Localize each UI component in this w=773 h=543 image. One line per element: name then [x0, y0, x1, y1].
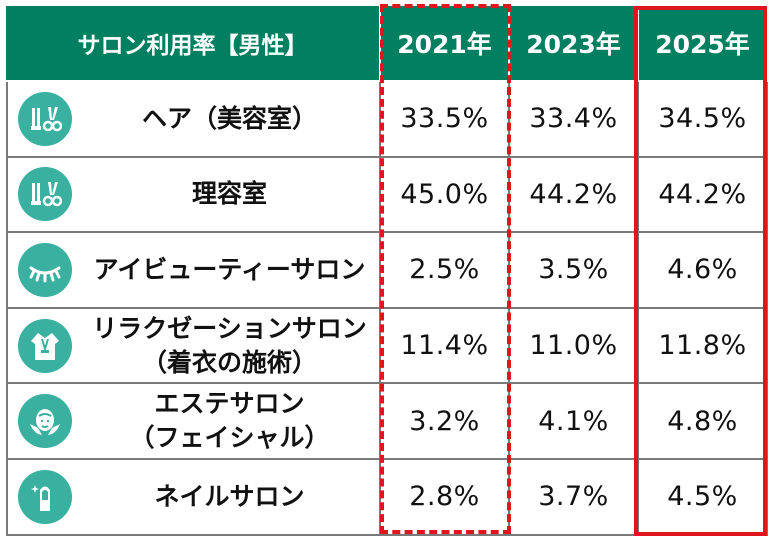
category-cell: エステサロン （フェイシャル）	[6, 384, 381, 460]
category-cell: リラクゼーションサロン （着衣の施術）	[6, 308, 381, 385]
category-label-line: リラクゼーションサロン	[92, 313, 367, 343]
rate-value: 44.2%	[658, 178, 747, 210]
category-label: ネイルサロン	[80, 480, 379, 514]
header-row: サロン利用率【男性】 2021年 2023年 2025年	[6, 6, 768, 82]
rate-value: 3.7%	[538, 481, 609, 513]
category-label-line: 理容室	[191, 179, 267, 209]
rate-value: 33.5%	[400, 103, 489, 135]
category-label: エステサロン （フェイシャル）	[80, 387, 379, 455]
rate-value: 4.1%	[538, 405, 609, 437]
category-cell: 理容室	[6, 157, 381, 234]
value-cell-2021年: 11.4%	[381, 308, 510, 385]
table-row: アイビューティーサロン 2.5% 3.5% 4.6%	[6, 233, 768, 309]
value-cell-2025年: 4.5%	[639, 460, 768, 536]
table-row: エステサロン （フェイシャル） 3.2% 4.1% 4.8%	[6, 384, 768, 460]
barber-scissors-icon	[18, 167, 72, 222]
table-row: 理容室 45.0% 44.2% 44.2%	[6, 157, 768, 234]
value-cell-2023年: 3.7%	[510, 460, 639, 536]
year-header-2025: 2025年	[639, 6, 768, 82]
eyelash-icon	[18, 242, 72, 297]
usage-rate-table: サロン利用率【男性】 2021年 2023年 2025年 ヘア（美容室） 33.5…	[6, 6, 768, 536]
value-cell-2021年: 3.2%	[381, 384, 510, 460]
value-cell-2023年: 33.4%	[510, 82, 639, 158]
rate-value: 4.5%	[667, 481, 738, 513]
rate-value: 45.0%	[400, 178, 489, 210]
value-cell-2023年: 3.5%	[510, 233, 639, 309]
table-row: リラクゼーションサロン （着衣の施術） 11.4% 11.0% 11.8%	[6, 308, 768, 385]
category-label: アイビューティーサロン	[80, 253, 379, 287]
value-cell-2021年: 2.5%	[381, 233, 510, 309]
value-cell-2021年: 2.8%	[381, 460, 510, 536]
hair-scissors-icon	[18, 91, 72, 146]
value-cell-2023年: 44.2%	[510, 157, 639, 234]
rate-value: 2.8%	[409, 481, 480, 513]
category-label-line: アイビューティーサロン	[93, 254, 366, 284]
category-label: ヘア（美容室）	[80, 102, 379, 136]
rate-value: 33.4%	[529, 103, 618, 135]
table-title: サロン利用率【男性】	[6, 6, 381, 82]
value-cell-2025年: 44.2%	[639, 157, 768, 234]
value-cell-2021年: 45.0%	[381, 157, 510, 234]
value-cell-2023年: 4.1%	[510, 384, 639, 460]
category-label: リラクゼーションサロン （着衣の施術）	[80, 312, 379, 380]
rate-value: 11.4%	[400, 330, 489, 362]
category-cell: アイビューティーサロン	[6, 233, 381, 309]
rate-value: 3.5%	[538, 254, 609, 286]
category-cell: ヘア（美容室）	[6, 82, 381, 158]
value-cell-2025年: 4.6%	[639, 233, 768, 309]
category-cell: ネイルサロン	[6, 460, 381, 536]
rate-value: 11.8%	[658, 330, 747, 362]
rate-value: 2.5%	[409, 254, 480, 286]
table-row: ネイルサロン 2.8% 3.7% 4.5%	[6, 460, 768, 536]
rate-value: 4.8%	[667, 405, 738, 437]
table-row: ヘア（美容室） 33.5% 33.4% 34.5%	[6, 82, 768, 158]
facial-icon	[18, 394, 72, 449]
category-label-line: エステサロン	[154, 389, 305, 419]
category-label-line: （着衣の施術）	[141, 347, 317, 377]
category-label-line: ネイルサロン	[154, 481, 305, 511]
rate-value: 34.5%	[658, 103, 747, 135]
value-cell-2025年: 11.8%	[639, 308, 768, 385]
year-header-2023: 2023年	[510, 6, 639, 82]
rate-value: 4.6%	[667, 254, 738, 286]
rate-value: 11.0%	[529, 330, 618, 362]
value-cell-2025年: 34.5%	[639, 82, 768, 158]
category-label-line: （フェイシャル）	[129, 423, 330, 453]
value-cell-2021年: 33.5%	[381, 82, 510, 158]
robe-icon	[18, 318, 72, 373]
nail-icon	[18, 469, 72, 524]
category-label: 理容室	[80, 177, 379, 211]
category-label-line: ヘア（美容室）	[141, 103, 317, 133]
year-header-2021: 2021年	[381, 6, 510, 82]
rate-value: 44.2%	[529, 178, 618, 210]
rate-value: 3.2%	[409, 405, 480, 437]
value-cell-2025年: 4.8%	[639, 384, 768, 460]
value-cell-2023年: 11.0%	[510, 308, 639, 385]
